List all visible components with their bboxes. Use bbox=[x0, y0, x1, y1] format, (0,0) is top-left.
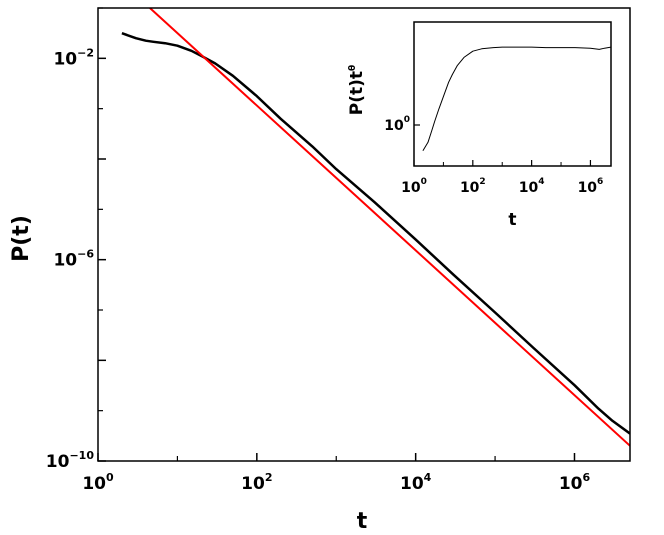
y-axis-label: P(t) bbox=[9, 215, 34, 262]
inset-x-tick-label: 102 bbox=[460, 177, 486, 196]
x-tick-label: 106 bbox=[559, 471, 591, 494]
inset-plot-frame bbox=[413, 21, 612, 167]
inset-x-axis-label: t bbox=[508, 210, 516, 230]
main-plot: 100 102 104 106 10−10 10−6 10−2 t P(t) bbox=[9, 7, 631, 534]
inset-x-tick-label: 100 bbox=[401, 177, 427, 196]
data-line bbox=[121, 32, 630, 435]
x-tick-label: 102 bbox=[241, 471, 272, 494]
y-tick-label: 10−2 bbox=[53, 46, 94, 69]
inset-data-line bbox=[422, 46, 611, 151]
inset-x-tick-label: 106 bbox=[578, 177, 604, 196]
x-tick-label: 100 bbox=[82, 471, 114, 494]
x-axis-label: t bbox=[357, 509, 368, 534]
y-tick-label: 10−10 bbox=[46, 449, 95, 472]
inset-plot: 100 102 104 106 100 t P(t)tθ bbox=[347, 21, 612, 230]
y-tick-label: 10−6 bbox=[53, 248, 94, 271]
x-tick-label: 104 bbox=[400, 471, 432, 494]
inset-y-tick-label: 100 bbox=[384, 115, 410, 134]
inset-x-tick-label: 104 bbox=[519, 177, 545, 196]
fit-line bbox=[149, 8, 630, 447]
main-plot-frame bbox=[97, 7, 631, 462]
inset-y-axis-label: P(t)tθ bbox=[347, 65, 367, 115]
